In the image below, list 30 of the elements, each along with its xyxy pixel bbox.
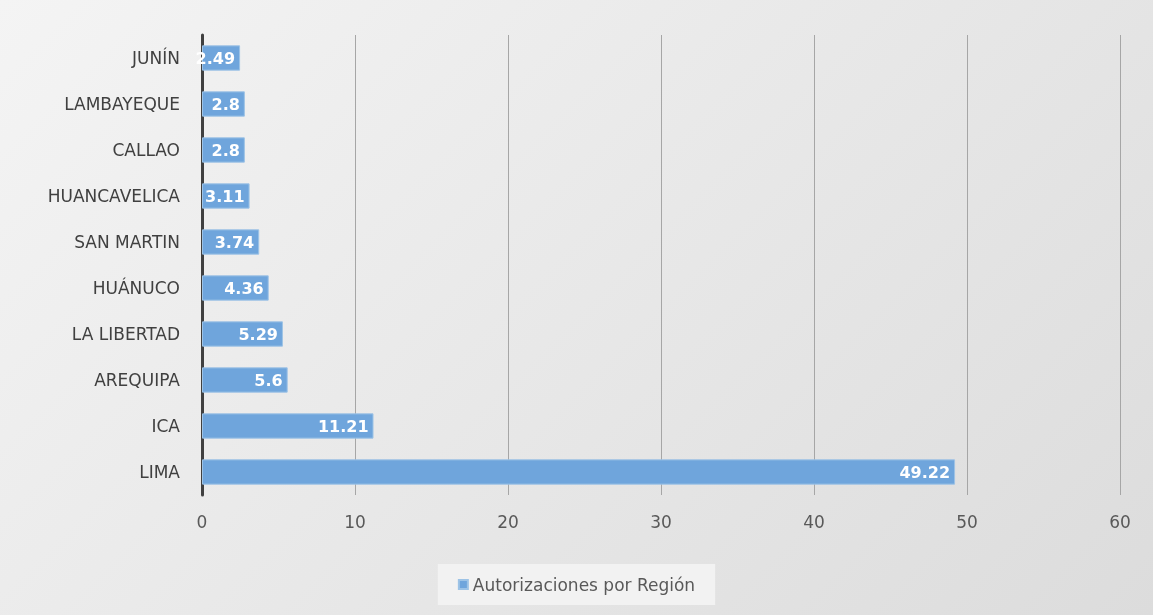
y-tick-label: AREQUIPA <box>94 370 181 390</box>
y-tick-label: HUANCAVELICA <box>47 186 181 206</box>
y-tick-label: ICA <box>151 416 181 436</box>
data-label: 49.22 <box>899 462 951 482</box>
y-tick-label: LAMBAYEQUE <box>64 94 180 114</box>
y-tick-label: SAN MARTIN <box>74 232 180 252</box>
x-tick-label: 40 <box>803 511 825 532</box>
legend-label: Autorizaciones por Región <box>472 574 696 595</box>
data-label: 3.11 <box>205 186 245 206</box>
data-label: 5.29 <box>238 324 278 344</box>
y-tick-label: HUÁNUCO <box>92 277 180 298</box>
bar <box>202 367 288 393</box>
y-tick-label: LA LIBERTAD <box>71 324 180 344</box>
y-tick-label: CALLAO <box>112 140 180 160</box>
data-label: 3.74 <box>214 232 255 252</box>
x-tick-label: 50 <box>956 511 978 532</box>
y-tick-label: JUNÍN <box>131 47 180 68</box>
x-tick-label: 0 <box>196 511 208 532</box>
data-label: 2.8 <box>211 94 240 114</box>
bar <box>202 413 374 439</box>
y-tick-label: LIMA <box>139 462 181 482</box>
data-label: 4.36 <box>224 278 264 298</box>
x-tick-label: 60 <box>1109 511 1131 532</box>
x-tick-label: 30 <box>650 511 672 532</box>
data-label: 11.21 <box>317 416 369 436</box>
x-tick-label: 10 <box>344 511 366 532</box>
data-label: 2.8 <box>211 140 240 160</box>
bar <box>202 459 956 485</box>
data-label: 5.6 <box>254 370 283 390</box>
x-tick-label: 20 <box>497 511 519 532</box>
